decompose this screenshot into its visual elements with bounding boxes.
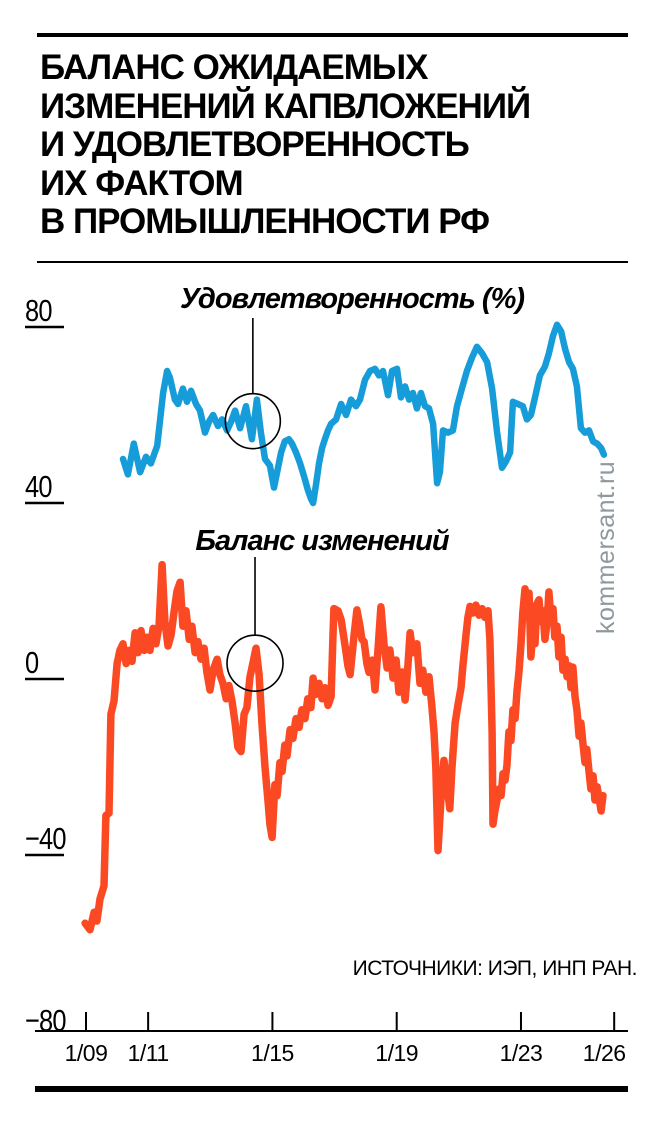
x-axis-tick-label: 1/23	[499, 1040, 543, 1066]
y-axis-tick-label: −40	[25, 821, 66, 856]
title-line: ИЗМЕНЕНИЙ КАПВЛОЖЕНИЙ	[40, 86, 531, 126]
annotation-circle	[226, 634, 284, 692]
y-axis-tick-label: 80	[25, 293, 52, 328]
title-line: В ПРОМЫШЛЕННОСТИ РФ	[40, 202, 490, 241]
satisfaction-series-label: Удовлетворенность (%)	[179, 283, 525, 315]
y-axis-tick-label: 0	[25, 645, 39, 680]
title-line: БАЛАНС ОЖИДАЕМЫХ	[40, 48, 429, 87]
annotation-circle	[224, 392, 282, 450]
y-axis-tick-label: 40	[25, 469, 52, 504]
satisfaction-line	[119, 321, 608, 507]
chart-title: БАЛАНС ОЖИДАЕМЫХ ИЗМЕНЕНИЙ КАПВЛОЖЕНИЙ И…	[40, 48, 531, 242]
balance-series-label: Баланс изменений	[195, 525, 449, 557]
x-axis-tick-label: 1/15	[251, 1040, 294, 1066]
kommersant-watermark: kommersant.ru	[592, 460, 620, 634]
x-axis-tick-label: 1/09	[64, 1040, 108, 1066]
x-axis-tick-label: 1/19	[375, 1040, 419, 1066]
source-note: ИСТОЧНИКИ: ИЭП, ИНП РАН.	[352, 957, 638, 980]
bottom-rule	[35, 1086, 628, 1092]
title-divider-rule	[37, 261, 628, 263]
top-rule	[37, 33, 628, 37]
x-axis-tick-label: 1/26	[582, 1040, 626, 1066]
y-axis-tick-label: −80	[25, 1003, 66, 1038]
balance-line	[81, 560, 607, 934]
title-line: ИХ ФАКТОМ	[40, 163, 244, 203]
x-axis-tick-label: 1/11	[127, 1040, 170, 1066]
title-line: И УДОВЛЕТВОРЕННОСТЬ	[40, 125, 470, 164]
